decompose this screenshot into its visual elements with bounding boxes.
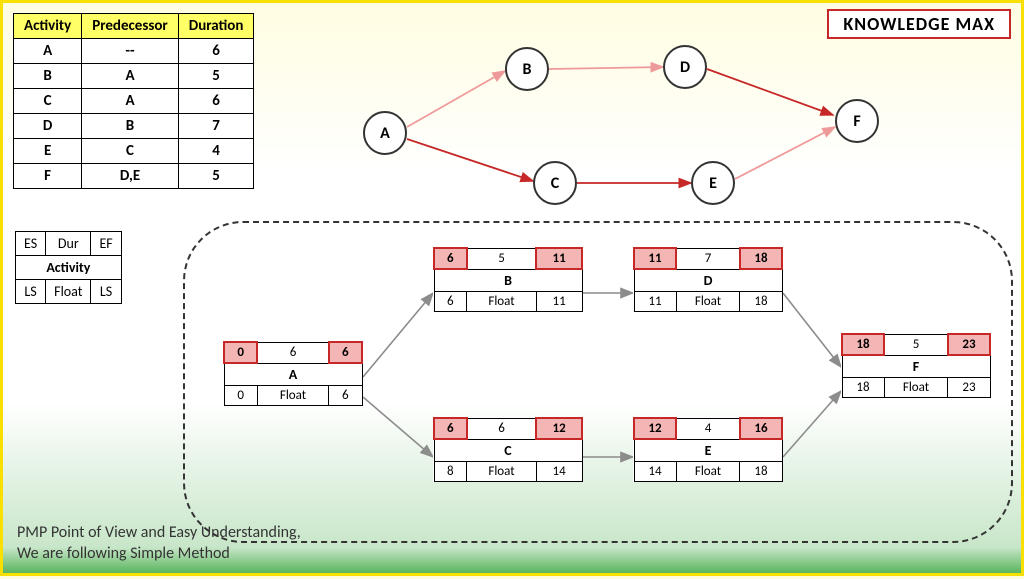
activity-box-d: 11718D11Float18: [633, 247, 783, 312]
col-predecessor: Predecessor: [82, 14, 179, 39]
circle-node-e: E: [691, 161, 735, 205]
activity-box-c: 6612C8Float14: [433, 417, 583, 482]
activity-table: Activity Predecessor Duration A--6BA5CA6…: [13, 13, 254, 189]
table-cell: 6: [178, 39, 254, 64]
activity-box-e: 12416E14Float18: [633, 417, 783, 482]
table-cell: 7: [178, 114, 254, 139]
circle-node-c: C: [533, 161, 577, 205]
table-cell: E: [14, 139, 82, 164]
table-cell: 6: [178, 89, 254, 114]
circle-node-b: B: [505, 47, 549, 91]
col-activity: Activity: [14, 14, 82, 39]
table-cell: A: [82, 89, 179, 114]
table-cell: 4: [178, 139, 254, 164]
table-cell: 5: [178, 64, 254, 89]
table-cell: B: [82, 114, 179, 139]
legend-box: ES Dur EF Activity LS Float LS: [15, 231, 122, 304]
table-cell: D,E: [82, 164, 179, 189]
table-cell: 5: [178, 164, 254, 189]
activity-box-b: 6511B6Float11: [433, 247, 583, 312]
brand-badge: KNOWLEDGE MAX: [827, 9, 1011, 39]
table-cell: --: [82, 39, 179, 64]
activity-box-f: 18523F18Float23: [841, 333, 991, 398]
footer-text: PMP Point of View and Easy Understanding…: [17, 523, 301, 565]
legend-activity: Activity: [16, 256, 122, 280]
table-cell: C: [82, 139, 179, 164]
table-cell: B: [14, 64, 82, 89]
table-cell: A: [14, 39, 82, 64]
legend-lf: LS: [91, 280, 121, 304]
col-duration: Duration: [178, 14, 254, 39]
legend-es: ES: [16, 232, 46, 256]
footer-line-1: PMP Point of View and Easy Understanding…: [17, 523, 301, 544]
table-cell: C: [14, 89, 82, 114]
circle-node-f: F: [835, 99, 879, 143]
table-cell: D: [14, 114, 82, 139]
circle-node-a: A: [363, 111, 407, 155]
legend-ef: EF: [91, 232, 121, 256]
table-cell: F: [14, 164, 82, 189]
legend-float: Float: [46, 280, 91, 304]
footer-line-2: We are following Simple Method: [17, 544, 301, 565]
activity-box-a: 066A0Float6: [223, 341, 363, 406]
legend-dur: Dur: [46, 232, 91, 256]
circle-node-d: D: [663, 45, 707, 89]
table-cell: A: [82, 64, 179, 89]
legend-ls: LS: [16, 280, 46, 304]
